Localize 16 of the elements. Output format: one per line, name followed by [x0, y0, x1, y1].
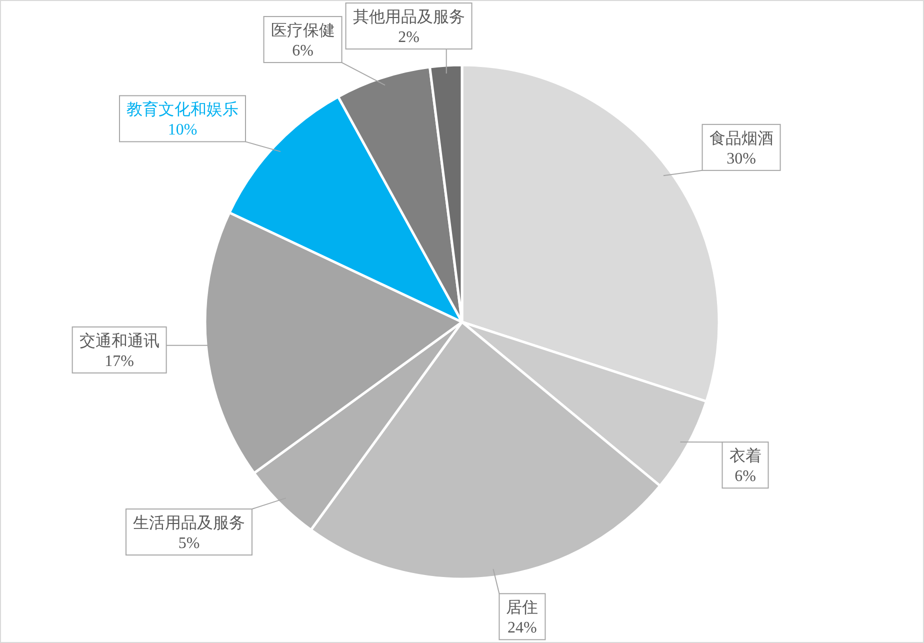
- data-label: 2%: [398, 29, 420, 46]
- slice-label: 生活用品及服务: [132, 514, 245, 532]
- data-label: 6%: [292, 42, 314, 60]
- slice-label: 交通和通讯: [79, 332, 160, 350]
- data-label: 5%: [178, 535, 200, 552]
- slice-label: 教育文化和娱乐: [126, 100, 238, 119]
- slice-label: 其他用品及服务: [352, 8, 465, 26]
- slice-label: 食品烟酒: [709, 129, 774, 148]
- slice-label: 医疗保健: [270, 22, 335, 40]
- data-label: 17%: [104, 352, 134, 370]
- data-label: 30%: [726, 150, 756, 168]
- slice-label: 居住: [506, 600, 538, 617]
- data-label: 10%: [168, 122, 198, 139]
- slice-label: 衣着: [729, 447, 762, 466]
- data-label: 6%: [734, 468, 756, 486]
- data-label: 24%: [508, 620, 537, 637]
